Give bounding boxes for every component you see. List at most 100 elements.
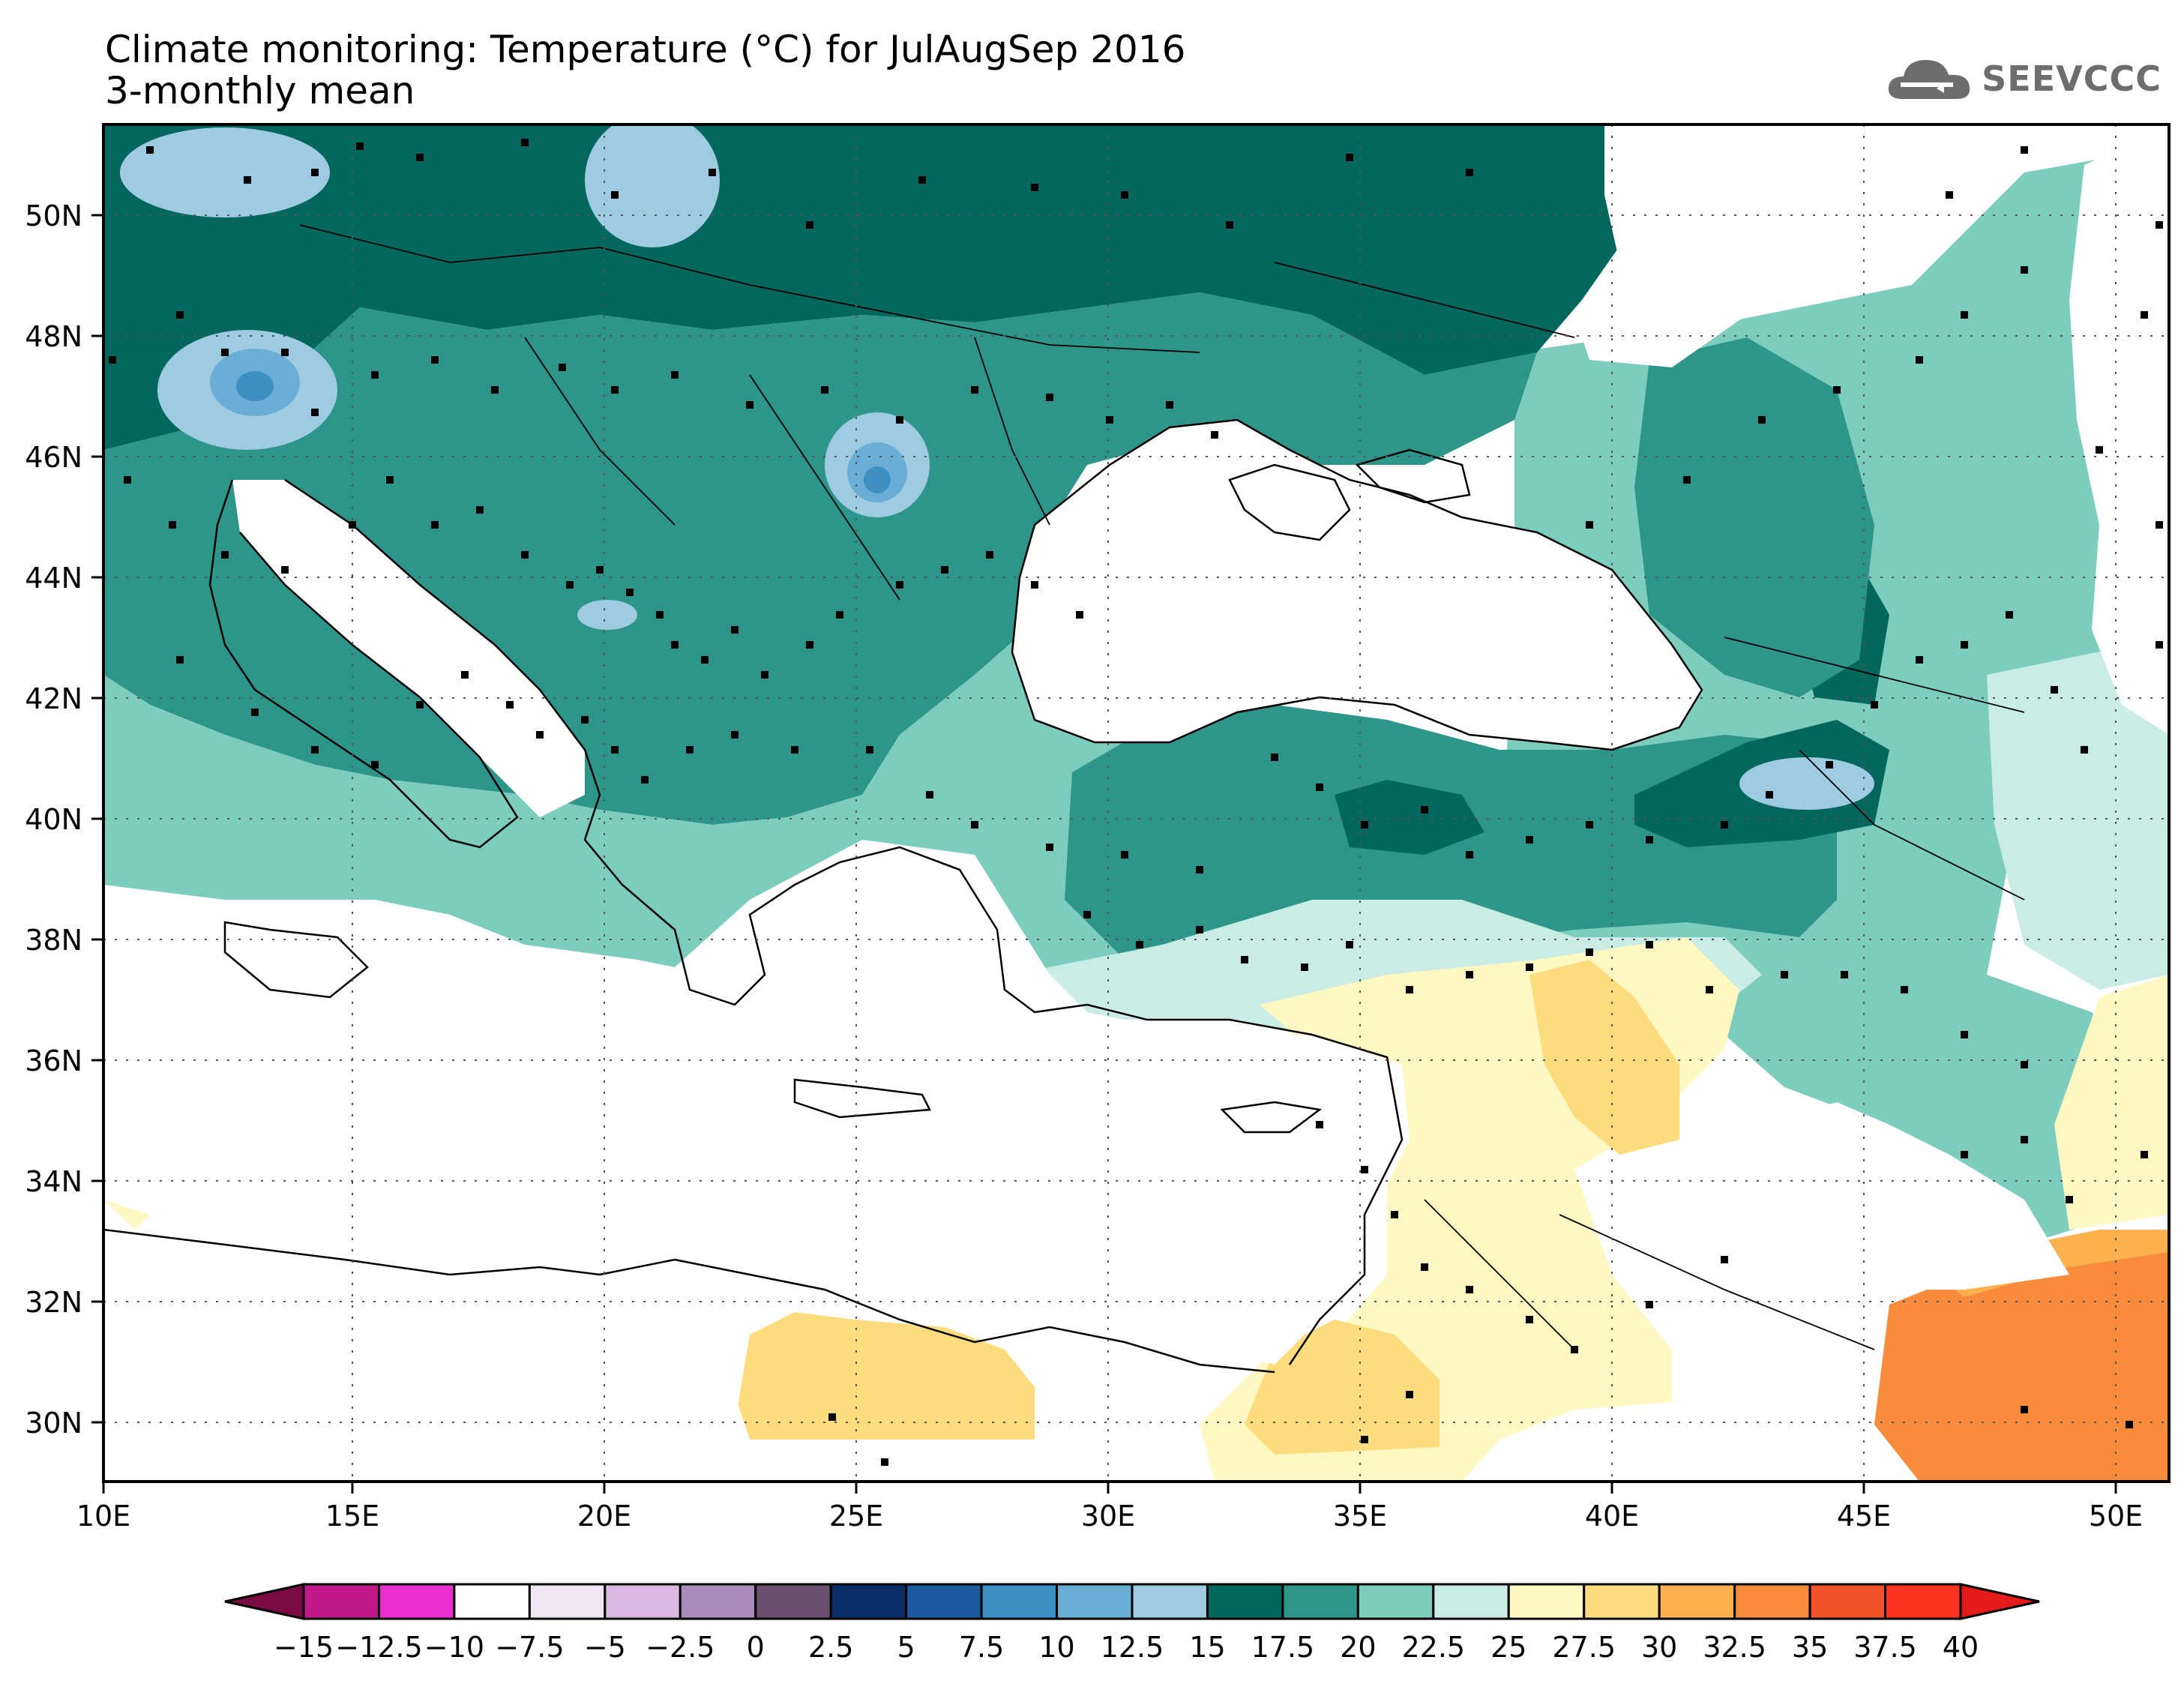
lat-label: 40N: [25, 803, 82, 836]
coastline-azov: [1355, 448, 1471, 504]
station-marker: [1466, 1286, 1473, 1293]
station-marker: [1121, 851, 1128, 858]
lat-label: 36N: [25, 1044, 82, 1077]
station-marker: [356, 142, 364, 150]
station-marker: [709, 169, 716, 176]
station-marker: [2021, 1406, 2028, 1413]
colorbar-box: [604, 1583, 682, 1620]
coastline-sicily: [223, 921, 369, 999]
station-marker: [1901, 986, 1908, 993]
region-fill-teal-dark-anatolia: [1335, 780, 1484, 855]
lat-label: 34N: [25, 1165, 82, 1198]
station-marker: [641, 776, 649, 784]
colorbar-box: [1206, 1583, 1284, 1620]
station-marker: [1646, 836, 1653, 844]
station-marker: [109, 356, 116, 364]
station-marker: [1833, 386, 1841, 394]
station-marker: [431, 356, 439, 364]
station-marker: [896, 416, 903, 424]
station-marker: [971, 821, 978, 829]
station-marker: [746, 401, 753, 409]
station-marker: [281, 566, 289, 574]
station-marker: [1196, 866, 1203, 873]
colorbar-box: [377, 1583, 456, 1620]
station-marker: [1166, 401, 1173, 409]
station-marker: [611, 746, 619, 754]
station-marker: [1766, 791, 1773, 799]
axis-ticks: [91, 214, 2117, 1494]
station-marker: [1301, 963, 1308, 971]
colorbar-tick-label: −12.5: [335, 1631, 423, 1664]
station-marker: [1031, 581, 1038, 589]
station-marker: [416, 154, 424, 161]
station-marker: [2156, 221, 2163, 229]
colorbar-tick-label: 40: [1942, 1631, 1979, 1664]
station-marker: [176, 656, 184, 664]
station-marker: [2021, 1061, 2028, 1068]
lat-label: 46N: [25, 441, 82, 474]
station-marker: [1526, 836, 1533, 844]
lat-label: 44N: [25, 562, 82, 595]
colorbar-box: [980, 1583, 1059, 1620]
station-marker: [1961, 641, 1968, 649]
station-marker: [281, 349, 289, 356]
colorbar-box: [1808, 1583, 1887, 1620]
region-fill-yellow-east: [2054, 975, 2169, 1230]
station-marker: [596, 566, 604, 574]
colorbar-tick-label: 30: [1640, 1631, 1678, 1664]
station-marker: [731, 731, 738, 739]
station-marker: [431, 521, 439, 529]
station-marker: [1226, 221, 1233, 229]
map-subtitle: 3-monthly mean: [105, 69, 415, 112]
station-marker: [386, 476, 394, 484]
colorbar-tick-label: 15: [1189, 1631, 1226, 1664]
station-marker: [371, 761, 379, 769]
lat-label: 30N: [25, 1407, 82, 1440]
station-marker: [1781, 971, 1788, 978]
colorbar-over-arrow: [1959, 1583, 2040, 1620]
station-marker: [1211, 431, 1218, 439]
colorbar-tick-label: 10: [1038, 1631, 1075, 1664]
station-marker: [1046, 394, 1053, 401]
station-marker: [244, 176, 251, 184]
colorbar-box: [1131, 1583, 1209, 1620]
station-marker: [1391, 1211, 1398, 1218]
station-marker: [559, 364, 566, 371]
station-marker: [2066, 1196, 2073, 1203]
station-marker: [1076, 611, 1083, 619]
station-marker: [1361, 1166, 1368, 1173]
colorbar-box: [1507, 1583, 1586, 1620]
region-fill-orange-syria: [1529, 960, 1679, 1155]
station-marker: [671, 371, 679, 379]
station-marker: [1361, 1436, 1368, 1443]
station-marker: [1121, 191, 1128, 199]
station-marker: [1406, 986, 1413, 993]
station-marker: [1871, 701, 1878, 709]
station-marker: [626, 589, 634, 596]
colorbar-tick-label: −5: [583, 1631, 626, 1664]
colorbar-tick-label: 0: [746, 1631, 765, 1664]
station-marker: [761, 671, 768, 679]
colorbar-tick-label: 7.5: [958, 1631, 1005, 1664]
lon-label: 10E: [76, 1500, 131, 1533]
station-marker: [476, 506, 484, 514]
station-marker: [581, 716, 589, 724]
station-marker: [1916, 356, 1923, 364]
colorbar-tick-label: −10: [424, 1631, 484, 1664]
colorbar-tick-label: 2.5: [807, 1631, 854, 1664]
station-marker: [461, 671, 469, 679]
station-marker: [1316, 1121, 1323, 1128]
station-marker: [686, 746, 694, 754]
colorbar-tick-label: 32.5: [1703, 1631, 1766, 1664]
coastlines: [103, 224, 2025, 1374]
station-marker: [491, 386, 499, 394]
coastline-crete: [793, 1078, 931, 1119]
station-marker: [2021, 146, 2028, 154]
lat-label: 48N: [25, 320, 82, 353]
colorbar-tick-label: −2.5: [646, 1631, 715, 1664]
region-fill-blue-bosnia: [577, 600, 637, 630]
station-marker: [311, 746, 319, 754]
colorbar-box: [1432, 1583, 1510, 1620]
colorbar-tick-label: 25: [1490, 1631, 1527, 1664]
